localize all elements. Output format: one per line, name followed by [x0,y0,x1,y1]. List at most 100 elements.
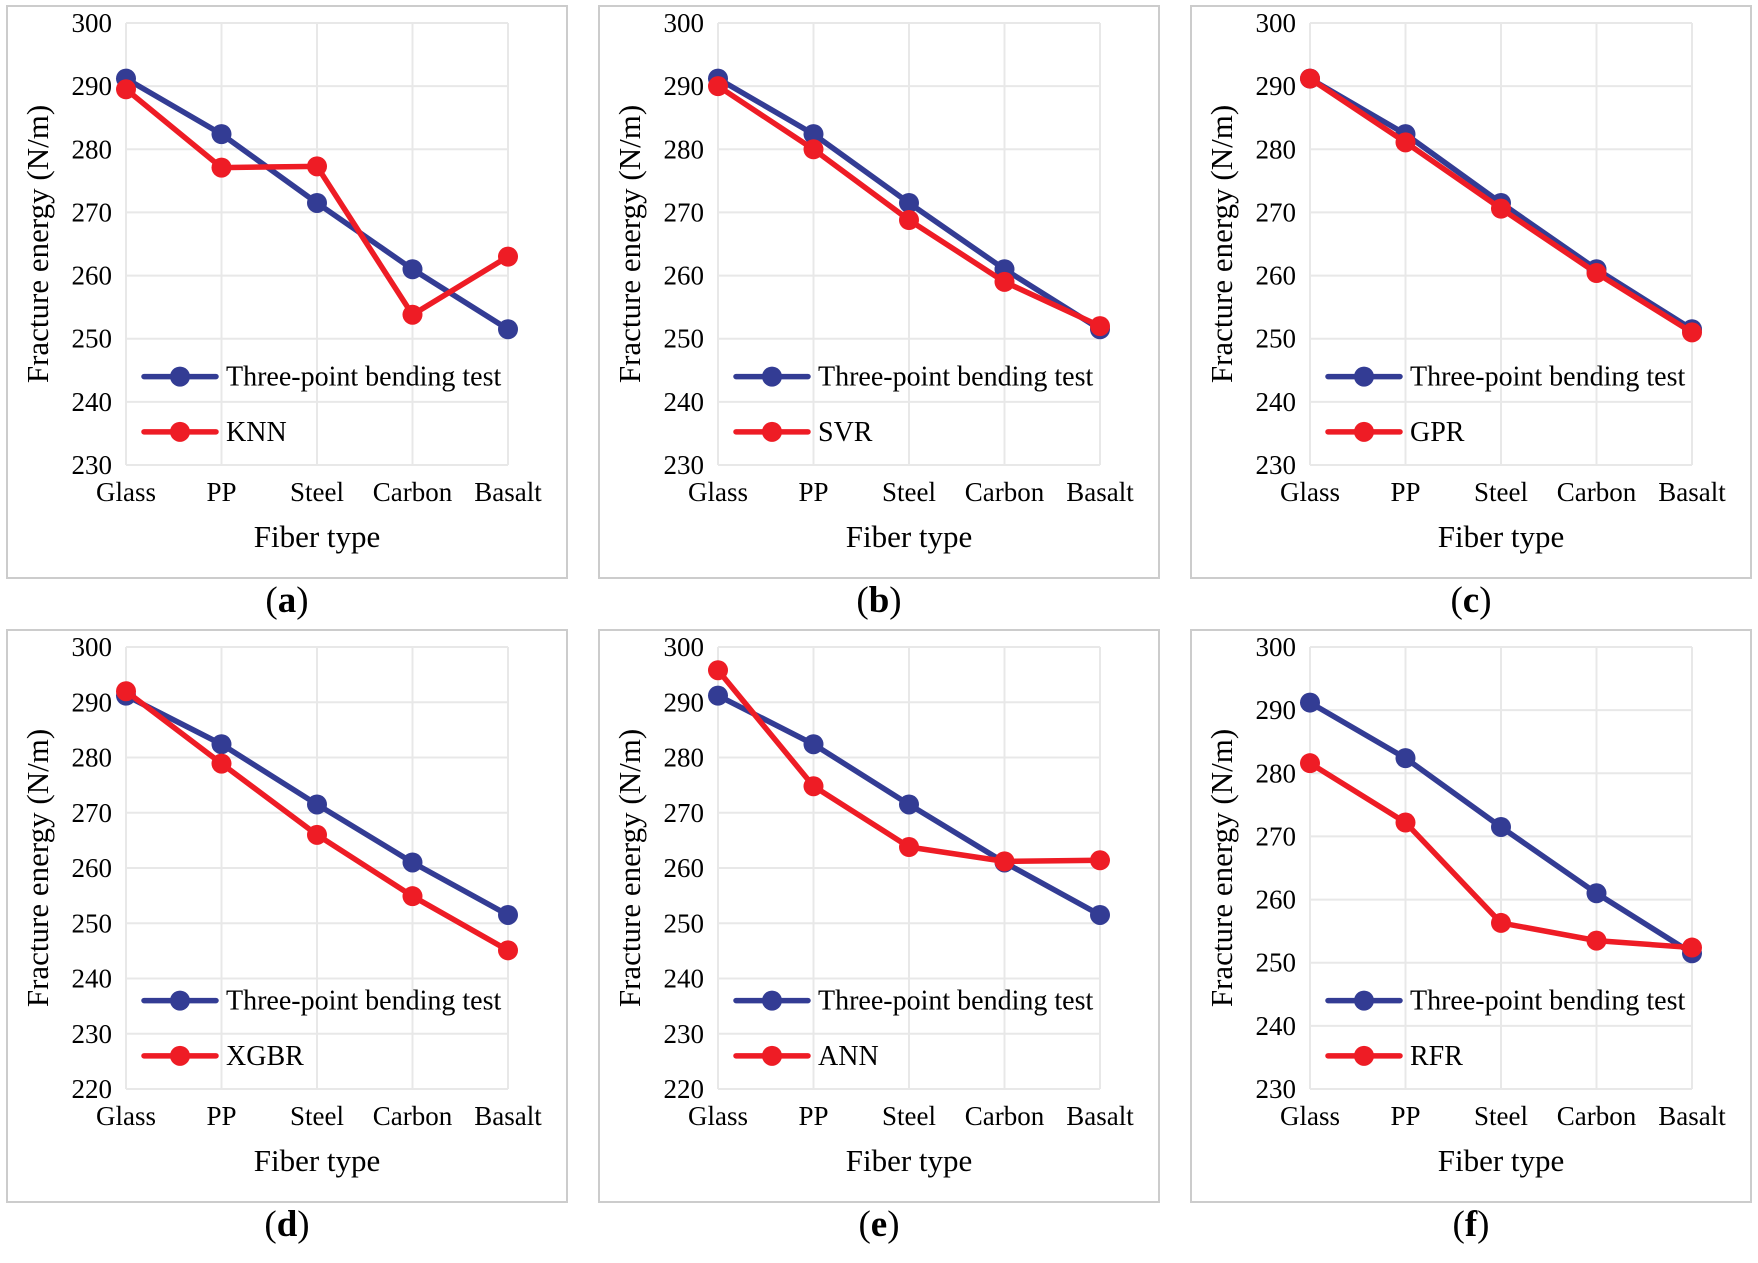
chart-figure-f: 230 240 250 260 270 280 290 300 Glass PP Steel Carb… [1190,629,1752,1249]
x-tick-label: Carbon [1557,477,1637,507]
y-tick-label: 250 [72,324,113,354]
legend-label: Three-point bending test [226,362,501,393]
x-axis-title: Fiber type [846,519,973,554]
legend-marker [1354,990,1374,1011]
data-point-marker [1682,322,1702,343]
y-tick-label: 270 [1256,821,1297,851]
legend-marker [170,1045,190,1066]
line-chart-d: 220 230 240 250 260 270 280 290 300 Glass PP Steel C… [20,632,542,1178]
caption-letter: d [276,1204,298,1245]
data-point-marker [1491,198,1511,219]
chart-figure-a: 230 240 250 260 270 280 290 300 Glass PP Steel Carb… [6,5,568,625]
x-tick-label: Carbon [1557,1101,1637,1131]
chart-caption-d: (d) [264,1203,309,1249]
line-chart-e: 220 230 240 250 260 270 280 290 300 Glass PP Steel C… [612,632,1134,1178]
x-tick-label: Glass [96,477,156,507]
caption-letter: e [870,1204,888,1245]
legend-marker [1354,1045,1374,1066]
y-tick-label: 280 [72,743,113,773]
data-point-marker [307,824,327,845]
chart-panel-b: 230 240 250 260 270 280 290 300 Glass PP Steel Carb… [598,5,1160,579]
data-point-marker [1491,816,1511,837]
y-tick-label: 280 [664,134,705,164]
y-tick-label: 230 [1256,450,1297,480]
y-axis-title: Fracture energy (N/m) [20,105,55,383]
data-point-marker [708,76,728,97]
y-tick-label: 240 [72,964,113,994]
caption-paren-close: ) [1479,580,1492,621]
x-axis-title: Fiber type [1438,519,1565,554]
y-tick-label: 250 [72,908,113,938]
data-point-marker [803,124,824,145]
x-tick-label: Carbon [373,477,453,507]
data-point-marker [1682,937,1702,958]
data-point-marker [307,192,327,213]
y-axis-title: Fracture energy (N/m) [1204,729,1239,1007]
caption-letter: f [1464,1204,1478,1245]
data-point-marker [899,210,919,231]
x-tick-label: Basalt [1658,1101,1726,1131]
y-axis-title: Fracture energy (N/m) [612,105,647,383]
caption-paren-open: ( [265,580,278,621]
y-tick-label: 280 [72,134,113,164]
y-tick-label: 270 [664,197,705,227]
caption-paren-open: ( [856,580,869,621]
x-tick-label: Carbon [965,477,1045,507]
x-axis-title: Fiber type [1438,1143,1565,1178]
data-point-marker [402,304,423,325]
caption-paren-open: ( [1452,1204,1465,1245]
legend-label: Three-point bending test [818,362,1093,393]
y-tick-label: 220 [72,1074,113,1104]
data-point-marker [1491,912,1511,933]
x-tick-label: Glass [1280,1101,1340,1131]
legend-label: Three-point bending test [818,986,1093,1017]
y-tick-label: 280 [1256,758,1297,788]
data-point-marker [1395,132,1416,153]
legend-label: GPR [1410,417,1465,448]
legend-marker [1354,366,1374,387]
legend-label: KNN [226,417,287,448]
caption-paren-close: ) [296,580,309,621]
data-point-marker [211,157,232,178]
legend-label: Three-point bending test [226,986,501,1017]
data-point-marker [803,776,824,797]
data-point-marker [116,79,136,100]
line-chart-b: 230 240 250 260 270 280 290 300 Glass PP Steel Carb… [612,8,1134,554]
data-point-marker [211,753,232,774]
y-tick-label: 250 [1256,324,1297,354]
y-tick-label: 300 [664,8,705,38]
y-tick-label: 250 [1256,948,1297,978]
legend-label: XGBR [226,1041,304,1072]
y-tick-label: 270 [72,798,113,828]
x-tick-label: PP [206,477,236,507]
caption-paren-open: ( [1450,580,1463,621]
chart-panel-f: 230 240 250 260 270 280 290 300 Glass PP Steel Carb… [1190,629,1752,1203]
caption-paren-close: ) [889,580,902,621]
chart-figure-d: 220 230 240 250 260 270 280 290 300 Glass PP Steel C… [6,629,568,1249]
data-point-marker [498,246,518,267]
y-tick-label: 290 [72,687,113,717]
legend-label: RFR [1410,1041,1463,1072]
y-tick-label: 230 [72,1019,113,1049]
x-tick-label: PP [1390,477,1420,507]
y-tick-label: 250 [664,908,705,938]
x-tick-label: Carbon [373,1101,453,1131]
y-tick-label: 300 [72,632,113,662]
legend-label: Three-point bending test [1410,362,1685,393]
data-point-marker [402,259,423,280]
y-tick-label: 260 [1256,261,1297,291]
data-point-marker [1586,930,1607,951]
x-tick-label: Basalt [474,1101,542,1131]
legend-marker [170,990,190,1011]
x-tick-label: Basalt [1066,477,1134,507]
data-point-marker [994,271,1015,292]
data-point-marker [402,852,423,873]
data-point-marker [1300,753,1320,774]
caption-paren-close: ) [1477,1204,1490,1245]
data-point-marker [498,940,518,961]
x-tick-label: Basalt [1658,477,1726,507]
data-point-marker [116,681,136,702]
y-tick-label: 280 [664,743,705,773]
y-tick-label: 290 [664,687,705,717]
y-tick-label: 260 [72,853,113,883]
